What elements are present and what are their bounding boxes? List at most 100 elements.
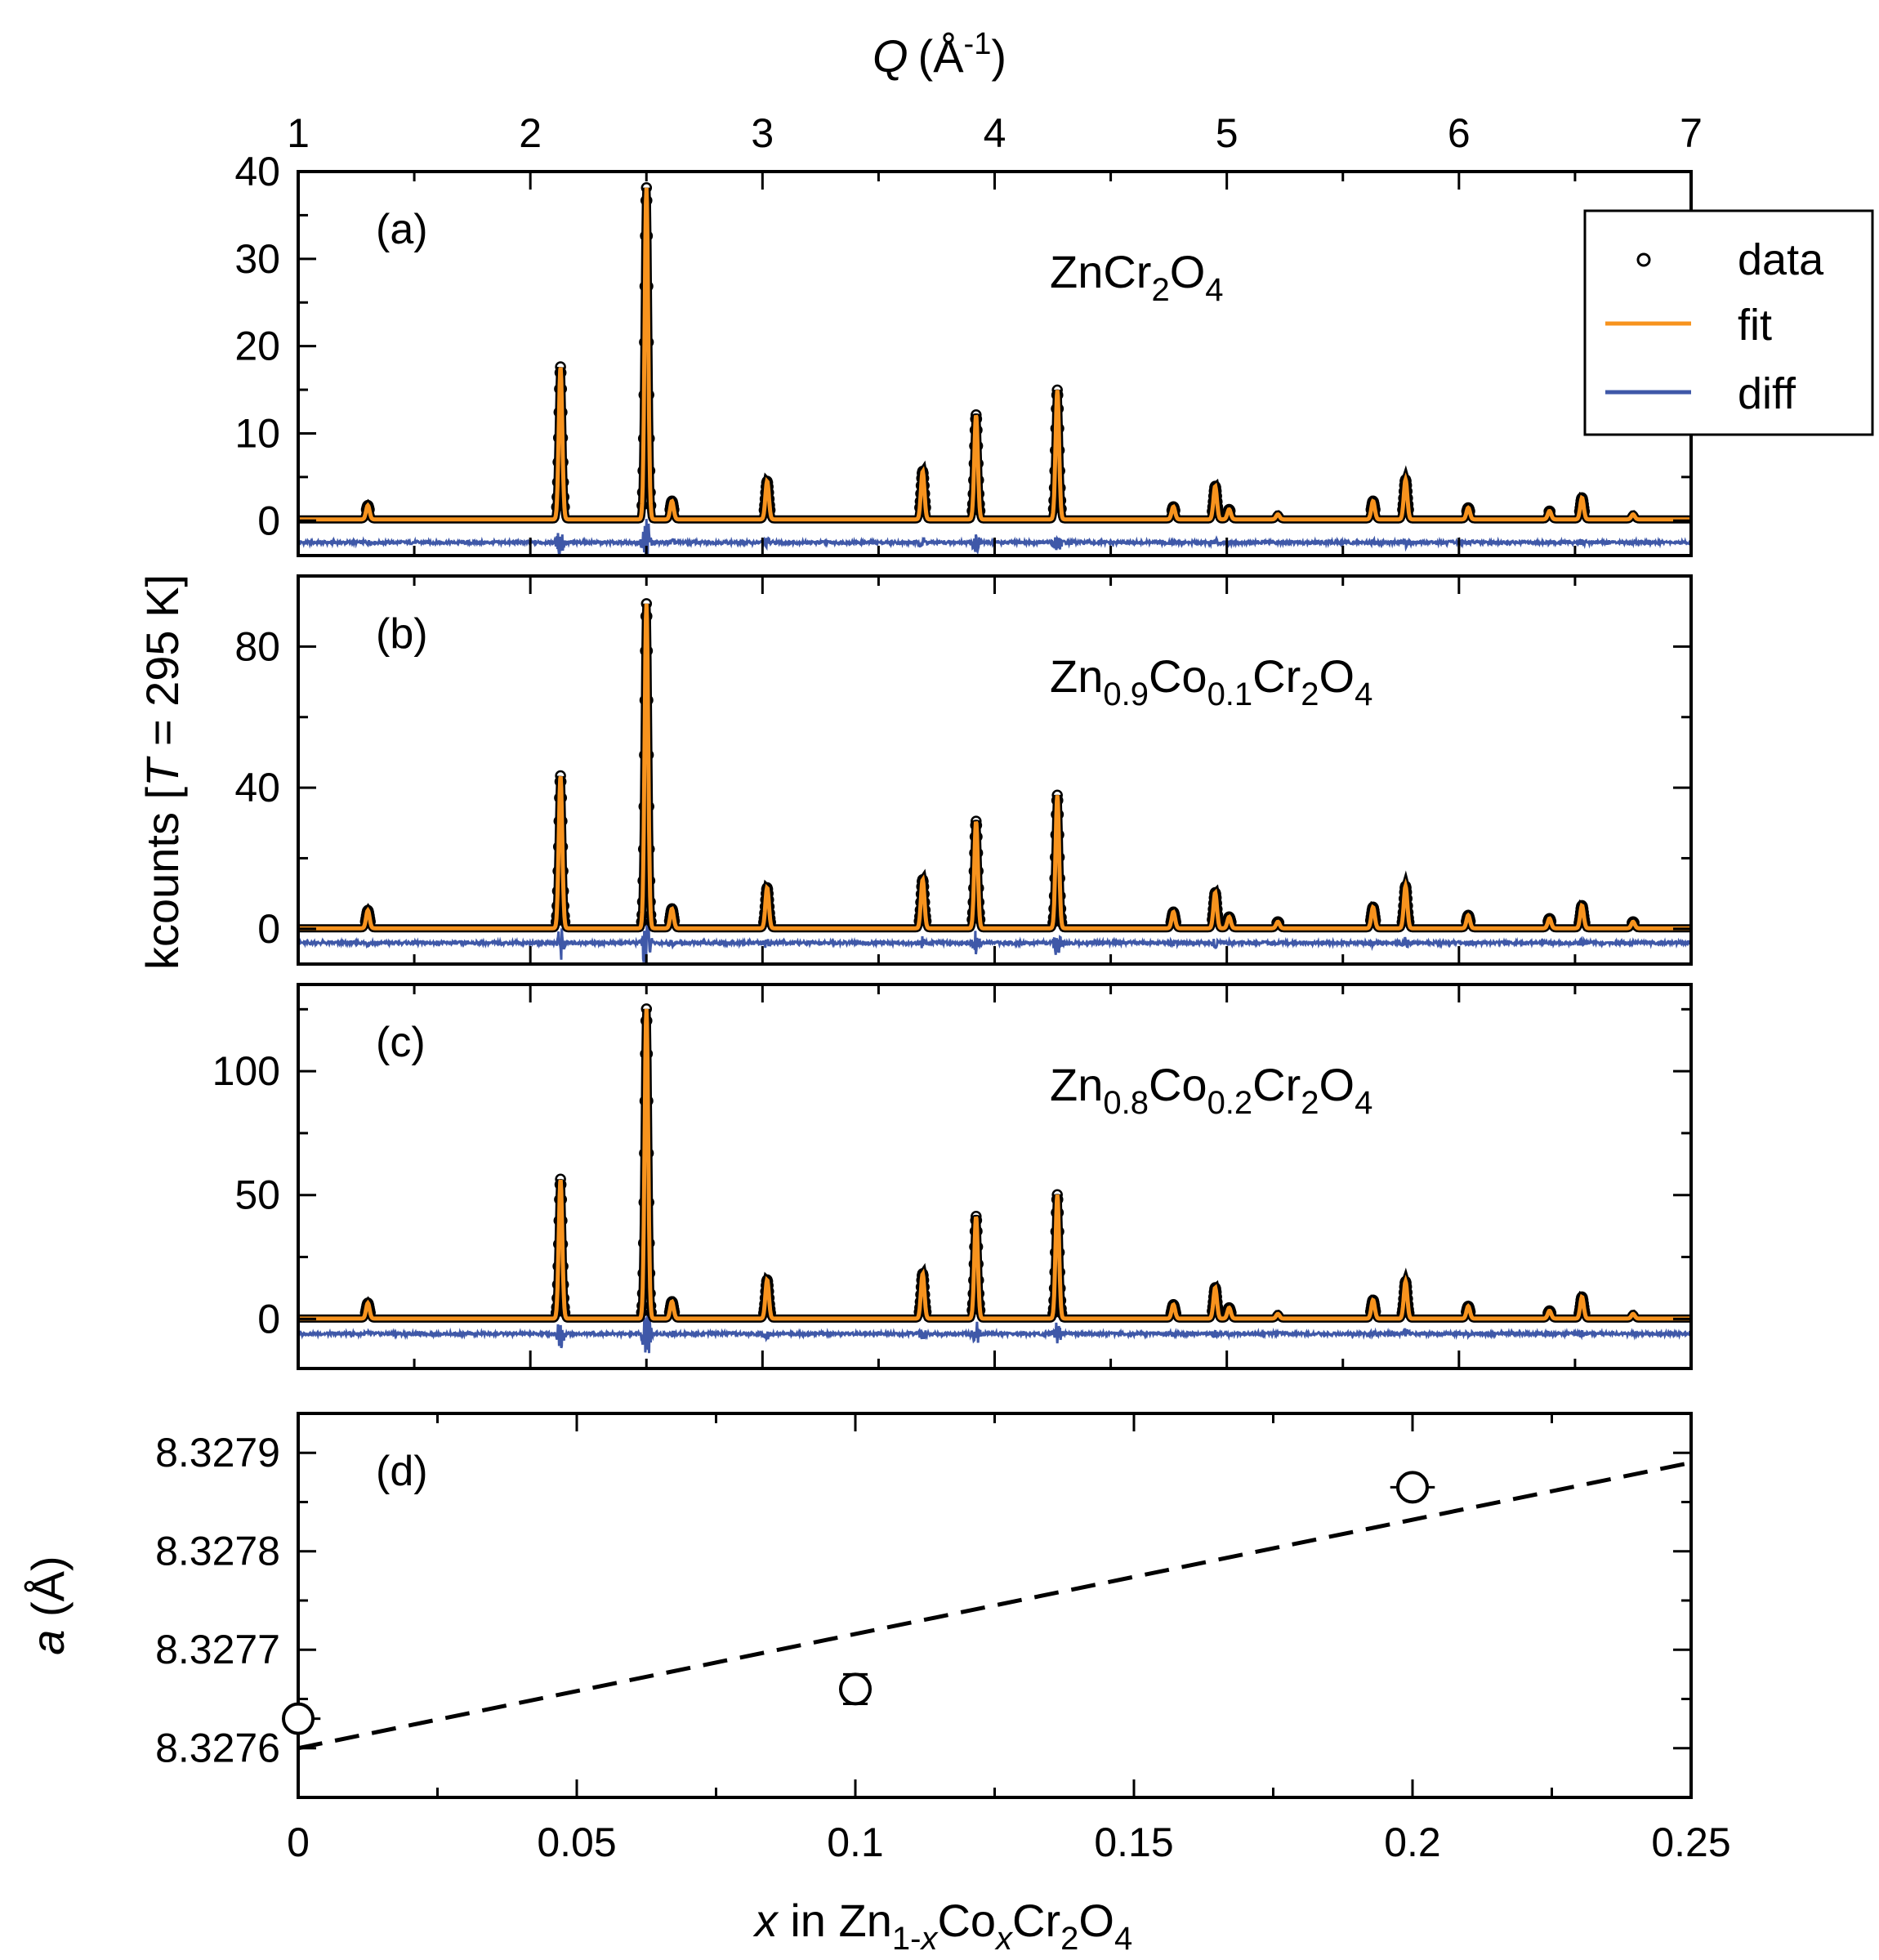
plot-area — [298, 598, 1691, 964]
formula-part: ZnCr — [1050, 246, 1151, 297]
fit-curve — [298, 187, 1691, 522]
y-tick-label: 0 — [257, 1296, 280, 1342]
q-tick-label: 3 — [751, 110, 774, 156]
panel-label: (d) — [376, 1448, 428, 1495]
y-title-prefix: kcounts [ — [136, 786, 188, 970]
lattice-point-1 — [839, 1672, 872, 1706]
diff-curve — [298, 914, 1691, 964]
formula-subscript: 2 — [1151, 272, 1169, 308]
q-tick-label: 4 — [984, 110, 1006, 156]
lattice-y-axis-title: a (Å) — [22, 1556, 74, 1654]
x-title-text: O — [1078, 1895, 1114, 1946]
compound-formula: Zn0.8Co0.2Cr2O4 — [1050, 1059, 1372, 1121]
y-tick-label: 8.3279 — [155, 1430, 280, 1476]
formula-part: Cr — [1252, 1059, 1301, 1110]
y-tick-label: 8.3276 — [155, 1726, 280, 1771]
y-tick-label: 50 — [234, 1172, 280, 1218]
panel-label: (a) — [376, 206, 428, 253]
formula-part: Zn — [1050, 1059, 1103, 1110]
panel-label: (b) — [376, 610, 428, 658]
lattice-point-marker — [1396, 1471, 1429, 1504]
lattice-point-marker — [839, 1672, 872, 1706]
fit-curve — [298, 1008, 1691, 1321]
compound-formula: ZnCr2O4 — [1050, 246, 1224, 308]
q-tick-label: 5 — [1216, 110, 1239, 156]
lattice-point-2 — [1390, 1471, 1435, 1504]
q-axis-unit: (Å — [918, 30, 965, 82]
y-tick-label: 0 — [257, 906, 280, 952]
panel-frame — [297, 983, 1693, 1370]
y-tick-label: 0 — [257, 498, 280, 543]
q-axis-exponent: -1 — [964, 27, 992, 61]
formula-part: Co — [1149, 650, 1207, 702]
x-title-subscript: x — [919, 1921, 939, 1957]
q-tick-label: 6 — [1448, 110, 1471, 156]
data-baseline — [298, 603, 1691, 933]
formula-subscript: 4 — [1355, 1085, 1372, 1121]
formula-subscript: 0.8 — [1103, 1085, 1149, 1121]
x-tick-label: 0.25 — [1651, 1819, 1730, 1865]
q-tick-label: 7 — [1680, 110, 1703, 156]
y-title-symbol: a — [22, 1630, 74, 1655]
legend-data-marker — [1636, 252, 1651, 267]
q-tick-label: 1 — [287, 110, 310, 156]
x-title-subscript: 2 — [1060, 1921, 1078, 1957]
formula-part: Zn — [1050, 650, 1103, 702]
lattice-point-marker — [282, 1702, 315, 1735]
top-q-axis: 1 2 3 4 5 6 7 Q (Å-1) — [287, 27, 1703, 156]
x-tick-label: 0.15 — [1094, 1819, 1173, 1865]
q-axis-symbol: Q — [873, 30, 908, 82]
x-title-subscript: 4 — [1114, 1921, 1132, 1957]
data-points — [298, 1003, 1691, 1323]
panel-frame — [297, 170, 1693, 557]
y-title-unit: (Å) — [22, 1556, 74, 1629]
formula-part: O — [1319, 650, 1355, 702]
y-tick-label: 30 — [234, 236, 280, 282]
plot-area — [298, 182, 1691, 556]
panel-frame — [297, 574, 1693, 966]
formula-part: Co — [1149, 1059, 1207, 1110]
q-tick-label: 2 — [519, 110, 542, 156]
y-title-suffix: = 295 K] — [136, 574, 188, 759]
y-tick-label: 40 — [234, 765, 280, 810]
y-tick-label: 40 — [234, 149, 280, 194]
data-points — [298, 598, 1691, 933]
data-points — [298, 182, 1691, 524]
legend-data-label: data — [1738, 235, 1824, 284]
formula-subscript: 0.9 — [1103, 676, 1149, 712]
formula-part: O — [1319, 1059, 1355, 1110]
panel-label: (c) — [376, 1019, 426, 1066]
x-tick-label: 0.2 — [1384, 1819, 1441, 1865]
x-tick-label: 0.1 — [827, 1819, 884, 1865]
panel-d: 0 0.05 0.1 0.15 0.2 0.25 8.3276 8.3277 8.3278 8.3… — [22, 1412, 1731, 1957]
lattice-x-axis-title: x in Zn1-xCoxCr2O4 — [752, 1895, 1132, 1957]
panel-c: 0 50 100 (c) Zn0.8Co0.2Cr2O4 — [212, 983, 1693, 1370]
formula-part: O — [1170, 246, 1206, 297]
panel-a: 0 10 20 30 40 (a) ZnCr2O4 — [234, 149, 1693, 557]
fit-curve — [298, 603, 1691, 931]
shared-y-axis-title: kcounts [T = 295 K] — [136, 574, 188, 970]
y-tick-label: 8.3278 — [155, 1529, 280, 1574]
x-title-text: in Zn — [778, 1895, 892, 1946]
y-title-temperature-symbol: T — [136, 756, 188, 787]
y-tick-label: 80 — [234, 623, 280, 669]
plot-area — [298, 1003, 1691, 1354]
formula-subscript: 0.1 — [1207, 676, 1253, 712]
legend: data fit diff — [1583, 209, 1874, 436]
formula-subscript: 4 — [1355, 676, 1372, 712]
q-axis-title: Q (Å-1) — [873, 27, 1006, 82]
legend-diff-label: diff — [1738, 369, 1796, 418]
y-tick-label: 8.3277 — [155, 1627, 280, 1672]
panel-d-frame — [297, 1412, 1693, 1799]
lattice-point-0 — [282, 1702, 321, 1735]
formula-part: Cr — [1252, 650, 1301, 702]
linear-fit-line — [297, 1460, 1692, 1751]
compound-formula: Zn0.9Co0.1Cr2O4 — [1050, 650, 1372, 712]
q-axis-close: ) — [991, 30, 1006, 82]
formula-subscript: 2 — [1301, 676, 1319, 712]
x-title-text: Cr — [1012, 1895, 1060, 1946]
diff-curve — [298, 1314, 1691, 1354]
y-tick-label: 10 — [234, 410, 280, 456]
x-title-subscript: x — [994, 1921, 1014, 1957]
